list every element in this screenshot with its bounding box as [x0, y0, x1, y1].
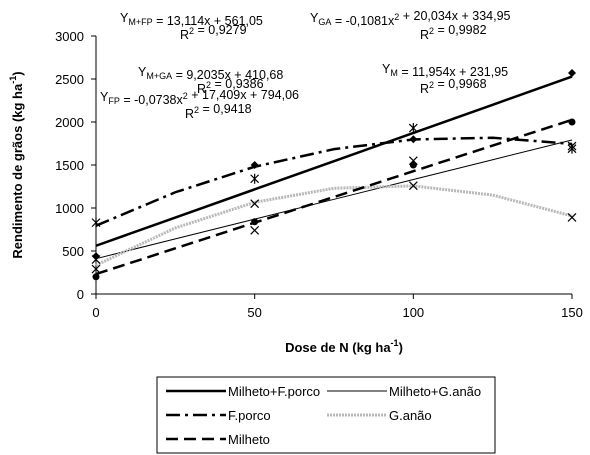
annotation-sub: GA — [318, 17, 331, 27]
annotation-text: Y — [310, 11, 319, 25]
marker — [92, 273, 100, 281]
y-tick-label: 1500 — [55, 158, 84, 173]
marker — [250, 161, 259, 169]
marker — [250, 199, 260, 209]
annotation-text: + 17,409x + 794,06 — [188, 88, 299, 102]
annotation-text: = 0,9386 — [211, 77, 264, 91]
marker — [408, 123, 418, 134]
label-text: Dose de N (kg ha — [285, 340, 391, 355]
legend-label: Milheto+F.porco — [228, 384, 320, 399]
annotation: R2 = 0,9982 — [420, 23, 487, 42]
annotation-text: R — [180, 28, 189, 42]
marker — [250, 225, 260, 235]
annotation-sup: 2 — [394, 12, 399, 22]
annotation-text: = 0,9418 — [199, 102, 252, 116]
marker — [408, 181, 418, 191]
marker — [567, 213, 577, 222]
annotation-sup: 2 — [429, 26, 434, 36]
marker — [568, 118, 576, 126]
annotation-text: = -0,0738x — [120, 93, 184, 107]
annotation-text: R — [420, 28, 429, 42]
annotation-sup: 2 — [194, 105, 199, 115]
y-tick-label: 1000 — [55, 201, 84, 216]
fit-line — [95, 139, 573, 260]
marker — [91, 217, 101, 228]
annotation-text: + 20,034x + 334,95 — [399, 9, 510, 23]
x-tick-label: 0 — [92, 305, 99, 320]
annotation: R2 = 0,9968 — [420, 77, 487, 96]
annotation-text: R — [420, 82, 429, 96]
marker — [91, 264, 101, 274]
annotation: YM+FP = 13,114x + 561,05 — [120, 11, 263, 28]
annotation-text: Y — [120, 11, 129, 25]
annotation-text: = -0,1081x — [331, 14, 395, 28]
y-tick-label: 3000 — [55, 29, 84, 44]
label-end: ) — [10, 71, 25, 75]
annotation-text: = 0,9968 — [434, 77, 487, 91]
annotation-sup: 2 — [183, 91, 188, 101]
marker — [567, 143, 577, 154]
marker — [409, 161, 417, 169]
annotation-sup: 2 — [429, 80, 434, 90]
fit-line — [95, 75, 573, 247]
annotation-sup: 2 — [206, 80, 211, 90]
x-tick-label: 50 — [247, 305, 261, 320]
y-tick-label: 2000 — [55, 115, 84, 130]
annotation-text: = 11,954x + 231,95 — [398, 65, 508, 79]
annotation-sup: 2 — [189, 26, 194, 36]
label-text: Rendimento de grãos (kg ha — [10, 83, 25, 259]
x-tick-label: 100 — [402, 305, 424, 320]
legend-label: Milheto — [228, 432, 270, 447]
marker — [250, 173, 260, 184]
marker — [91, 255, 101, 265]
label-end: ) — [399, 340, 403, 355]
fit-line — [95, 118, 573, 276]
annotation: R2 = 0,9386 — [197, 77, 264, 96]
annotation-text: Y — [100, 90, 109, 104]
annotation-text: R — [185, 107, 194, 121]
annotation-text: = 13,114x + 561,05 — [153, 14, 263, 28]
marker — [409, 135, 418, 144]
x-axis-label: Dose de N (kg ha-1) — [285, 338, 403, 355]
annotation-sub: M — [390, 68, 398, 78]
annotation-sub: M+FP — [128, 17, 152, 27]
x-tick-label: 150 — [561, 305, 583, 320]
annotation-text: = 9,2035x + 410,68 — [172, 68, 283, 82]
annotation: YM+GA = 9,2035x + 410,68 — [138, 65, 283, 82]
annotation-text: = 0,9982 — [434, 23, 487, 37]
annotation: YFP = -0,0738x2 + 17,409x + 794,06 — [100, 88, 299, 107]
legend-label: F.porco — [228, 408, 271, 423]
annotation-text: Y — [382, 62, 391, 76]
label-sup: -1 — [8, 76, 18, 84]
annotation-sub: M+GA — [146, 71, 172, 81]
annotation: YM = 11,954x + 231,95 — [382, 62, 508, 79]
fit-line — [95, 136, 573, 227]
y-axis-label: Rendimento de grãos (kg ha-1) — [8, 71, 25, 258]
annotation: R2 = 0,9418 — [185, 102, 252, 121]
marker — [251, 218, 259, 226]
annotation: YGA = -0,1081x2 + 20,034x + 334,95 — [310, 9, 511, 28]
y-tick-label: 0 — [77, 287, 84, 302]
label-sup: -1 — [391, 338, 399, 348]
legend-label: Milheto+G.anão — [389, 384, 481, 399]
annotation-text: = 0,9279 — [194, 23, 247, 37]
annotation-text: R — [197, 82, 206, 96]
annotation-text: Y — [138, 65, 147, 79]
y-tick-label: 2500 — [55, 72, 84, 87]
annotation: R2 = 0,9279 — [180, 23, 247, 42]
y-tick-label: 500 — [62, 244, 84, 259]
annotation-sub: FP — [108, 96, 120, 106]
marker — [568, 68, 576, 77]
fit-line — [95, 184, 573, 267]
legend-label: G.anão — [389, 408, 432, 423]
